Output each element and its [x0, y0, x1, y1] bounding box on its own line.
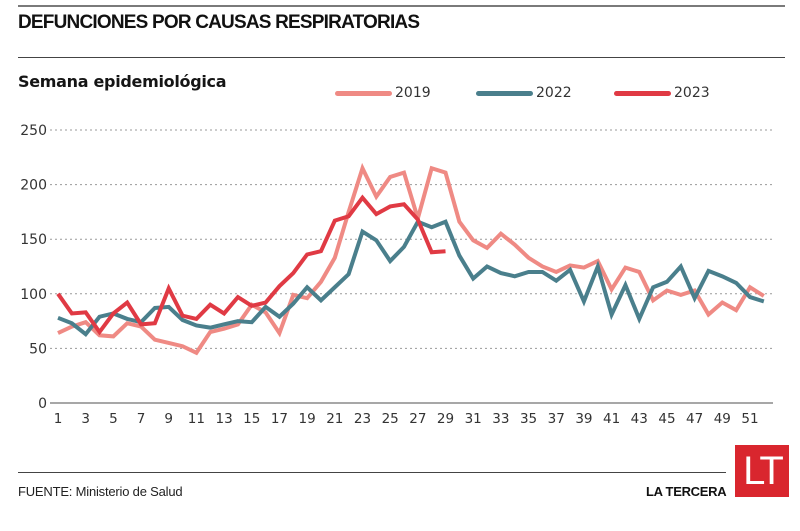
- x-tick-label: 49: [714, 411, 731, 427]
- x-tick-label: 35: [520, 411, 537, 427]
- x-tick-label: 21: [326, 411, 343, 427]
- legend-item-2022: 2022: [476, 83, 572, 103]
- x-tick-label: 23: [354, 411, 371, 427]
- y-tick-label: 150: [20, 232, 47, 248]
- x-tick-label: 43: [631, 411, 648, 427]
- x-tick-label: 31: [465, 411, 482, 427]
- chart-subtitle: Semana epidemiológica: [18, 72, 227, 91]
- top-rule: [18, 5, 785, 7]
- x-tick-label: 51: [741, 411, 758, 427]
- legend-item-2019: 2019: [335, 83, 431, 103]
- x-tick-label: 39: [575, 411, 592, 427]
- series-line-2023: [56, 194, 446, 336]
- x-tick-label: 25: [382, 411, 399, 427]
- x-tick-label: 37: [548, 411, 565, 427]
- y-tick-label: 50: [29, 341, 47, 357]
- x-tick-label: 5: [109, 411, 118, 427]
- x-tick-label: 47: [686, 411, 703, 427]
- x-tick-label: 17: [271, 411, 288, 427]
- brand-name: LA TERCERA: [646, 484, 727, 499]
- title-divider: [18, 57, 785, 58]
- legend-label-2019: 2019: [395, 85, 431, 101]
- legend-label-2022: 2022: [536, 85, 572, 101]
- x-tick-label: 19: [299, 411, 316, 427]
- legend-swatch-2023: [614, 90, 671, 96]
- x-tick-label: 33: [492, 411, 509, 427]
- x-tick-label: 13: [215, 411, 232, 427]
- chart-title: DEFUNCIONES POR CAUSAS RESPIRATORIAS: [18, 12, 420, 33]
- x-tick-label: 29: [437, 411, 454, 427]
- series-line-2022: [57, 219, 765, 338]
- x-tick-label: 45: [658, 411, 675, 427]
- legend-swatch-2019: [335, 90, 392, 96]
- y-axis-ticks: 0 50 100 150 200 250: [20, 123, 47, 412]
- legend-label-2023: 2023: [674, 85, 710, 101]
- x-tick-label: 41: [603, 411, 620, 427]
- y-tick-label: 100: [20, 287, 47, 303]
- x-tick-label: 11: [188, 411, 205, 427]
- y-tick-label: 0: [38, 396, 47, 412]
- x-tick-label: 15: [243, 411, 260, 427]
- x-tick-label: 3: [81, 411, 90, 427]
- x-tick-label: 9: [164, 411, 173, 427]
- footer-rule: [18, 472, 726, 473]
- x-tick-label: 1: [54, 411, 63, 427]
- y-tick-label: 200: [20, 178, 47, 194]
- series-lines: [56, 162, 765, 356]
- x-tick-label: 7: [137, 411, 146, 427]
- x-tick-label: 27: [409, 411, 426, 427]
- x-axis-ticks: 1 3 5 7 9 11 13 15 17 19 21 23 25 27 29 31 33 35 37 39 41 43 4…: [54, 411, 759, 427]
- legend-item-2023: 2023: [614, 83, 710, 103]
- brand-logo: LT: [735, 445, 789, 497]
- series-line-2019: [57, 162, 765, 356]
- legend-swatch-2022: [476, 90, 533, 96]
- y-tick-label: 250: [20, 123, 47, 139]
- source-note: FUENTE: Ministerio de Salud: [18, 484, 183, 499]
